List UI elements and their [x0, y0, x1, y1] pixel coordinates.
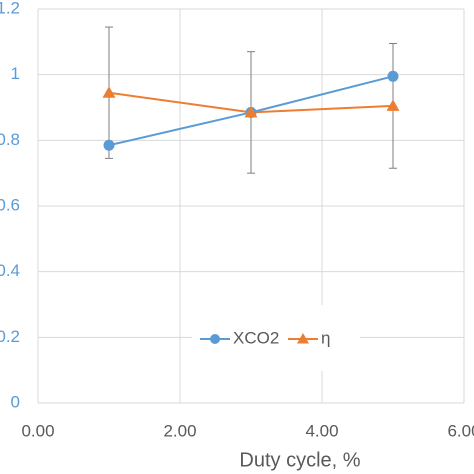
marker	[244, 105, 258, 118]
y-tick-label: 0.8	[0, 130, 20, 149]
y-tick-label: 0	[11, 392, 20, 411]
y-tick-label: 0.6	[0, 195, 20, 214]
x-tick-label: 6.00	[447, 421, 474, 440]
x-tick-label: 2.00	[163, 421, 196, 440]
y-tick-label: 0.2	[0, 327, 20, 346]
marker	[102, 86, 116, 98]
marker	[387, 70, 399, 82]
x-axis-title: Duty cycle, %	[239, 449, 360, 471]
legend-label: XCO2	[233, 328, 279, 347]
x-tick-label: 4.00	[305, 421, 338, 440]
legend-label: η	[321, 328, 330, 347]
marker	[103, 139, 115, 151]
y-tick-label: 1.2	[0, 0, 20, 17]
y-tick-label: 0.4	[0, 261, 20, 280]
legend-marker	[297, 333, 309, 344]
marker	[386, 99, 400, 111]
x-tick-label: 0.00	[21, 421, 54, 440]
legend-marker	[210, 334, 220, 344]
y-tick-label: 1	[11, 64, 20, 83]
